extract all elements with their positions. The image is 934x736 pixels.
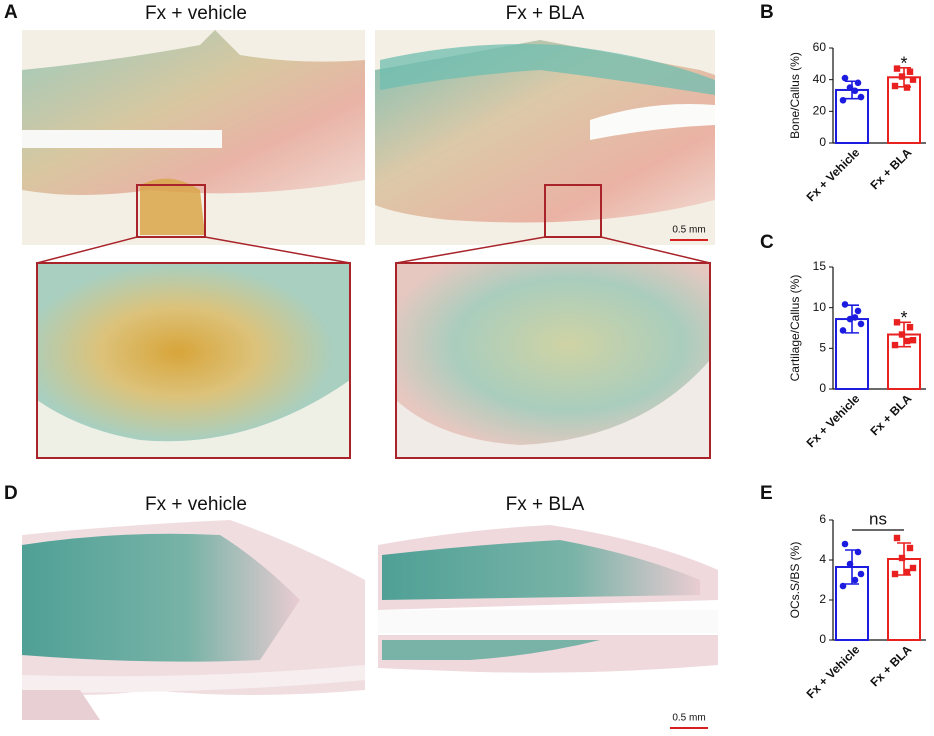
marrow-gap [378,610,718,633]
scale-label: 0.5 mm [672,225,705,236]
zoom-line [600,236,711,264]
data-point [839,582,847,590]
zoom-tissue [37,263,350,442]
marrow-gap [590,104,715,140]
histology-images-a [22,30,715,459]
data-point [906,68,914,75]
marrow-gap [22,130,222,148]
zoom-frame [36,262,351,459]
y-axis-label: Bone/Callus (%) [788,52,802,139]
y-axis-label: OCs.S/BS (%) [788,542,802,619]
data-point [854,79,862,87]
y-tick-label: 0 [819,381,826,395]
data-point [851,576,859,584]
y-axis-label: Cartilage/Callus (%) [788,275,802,382]
y-tick-label: 10 [813,300,827,314]
histology-images-d [22,520,718,729]
cortex [22,665,365,693]
data-point [903,337,911,345]
annotation: * [900,308,907,328]
data-point [906,544,914,552]
x-tick-label: Fx + BLA [867,391,914,438]
scale-label: 0.5 mm [672,713,705,724]
y-tick-label: 60 [813,40,827,54]
data-point [854,307,862,315]
panel-label: C [760,232,774,253]
data-point [891,570,899,578]
annotation: * [900,54,907,74]
zoom-box [544,184,602,238]
data-point [846,560,854,568]
data-point [903,568,911,576]
data-point [841,540,849,548]
callus-image [22,30,365,195]
data-point [854,548,862,556]
panel-label: B [760,2,774,23]
data-point [857,570,865,578]
data-point [898,554,906,562]
data-point [898,73,906,80]
zoom-line [395,236,546,264]
marrow-region [382,640,600,660]
panel-label: A [4,2,18,23]
y-tick-label: 6 [819,512,826,526]
data-point [851,314,859,321]
y-tick-label: 20 [813,104,827,118]
data-point [891,82,899,90]
x-tick-label: Fx + BLA [867,145,914,192]
y-tick-label: 0 [819,632,826,646]
data-point [839,96,847,104]
zoom-line [36,236,138,264]
y-tick-label: 4 [819,552,826,566]
callus-image [375,40,715,223]
data-point [841,74,849,82]
data-point [893,65,901,72]
x-tick-label: Fx + Vehicle [804,391,863,450]
x-tick-label: Fx + BLA [867,642,914,689]
data-point [909,337,917,344]
y-tick-label: 5 [819,341,826,355]
data-point [851,87,859,95]
y-tick-label: 0 [819,135,826,149]
data-point [898,331,906,338]
x-tick-label: Fx + Vehicle [804,642,863,701]
data-point [906,323,914,331]
marrow-region [382,540,700,600]
data-point [893,319,901,326]
data-point [841,301,849,308]
data-point [857,93,865,101]
data-point [839,327,847,334]
panel-label: E [760,483,773,504]
data-point [893,534,901,542]
annotation: ns [869,509,887,528]
data-point [846,84,854,91]
data-point [857,320,865,328]
y-tick-label: 40 [813,72,827,86]
image-title: Fx + vehicle [145,494,247,515]
data-point [909,76,917,83]
marrow-region [22,533,300,662]
zoom-tissue [396,263,710,445]
image-title: Fx + BLA [506,3,585,24]
image-title: Fx + vehicle [145,3,247,24]
data-point [909,564,917,572]
zoom-line [204,236,351,264]
cartilage-region [140,178,205,235]
zoom-box [136,184,206,238]
image-title: Fx + BLA [506,494,585,515]
zoom-frame [395,262,711,459]
cartilage-cap [380,44,715,95]
data-point [846,315,854,323]
y-tick-label: 15 [813,259,827,273]
muscle [22,690,100,720]
data-point [891,341,899,349]
data-point [903,84,911,91]
panel-label: D [4,483,18,504]
y-tick-label: 2 [819,592,826,606]
x-tick-label: Fx + Vehicle [804,145,863,204]
